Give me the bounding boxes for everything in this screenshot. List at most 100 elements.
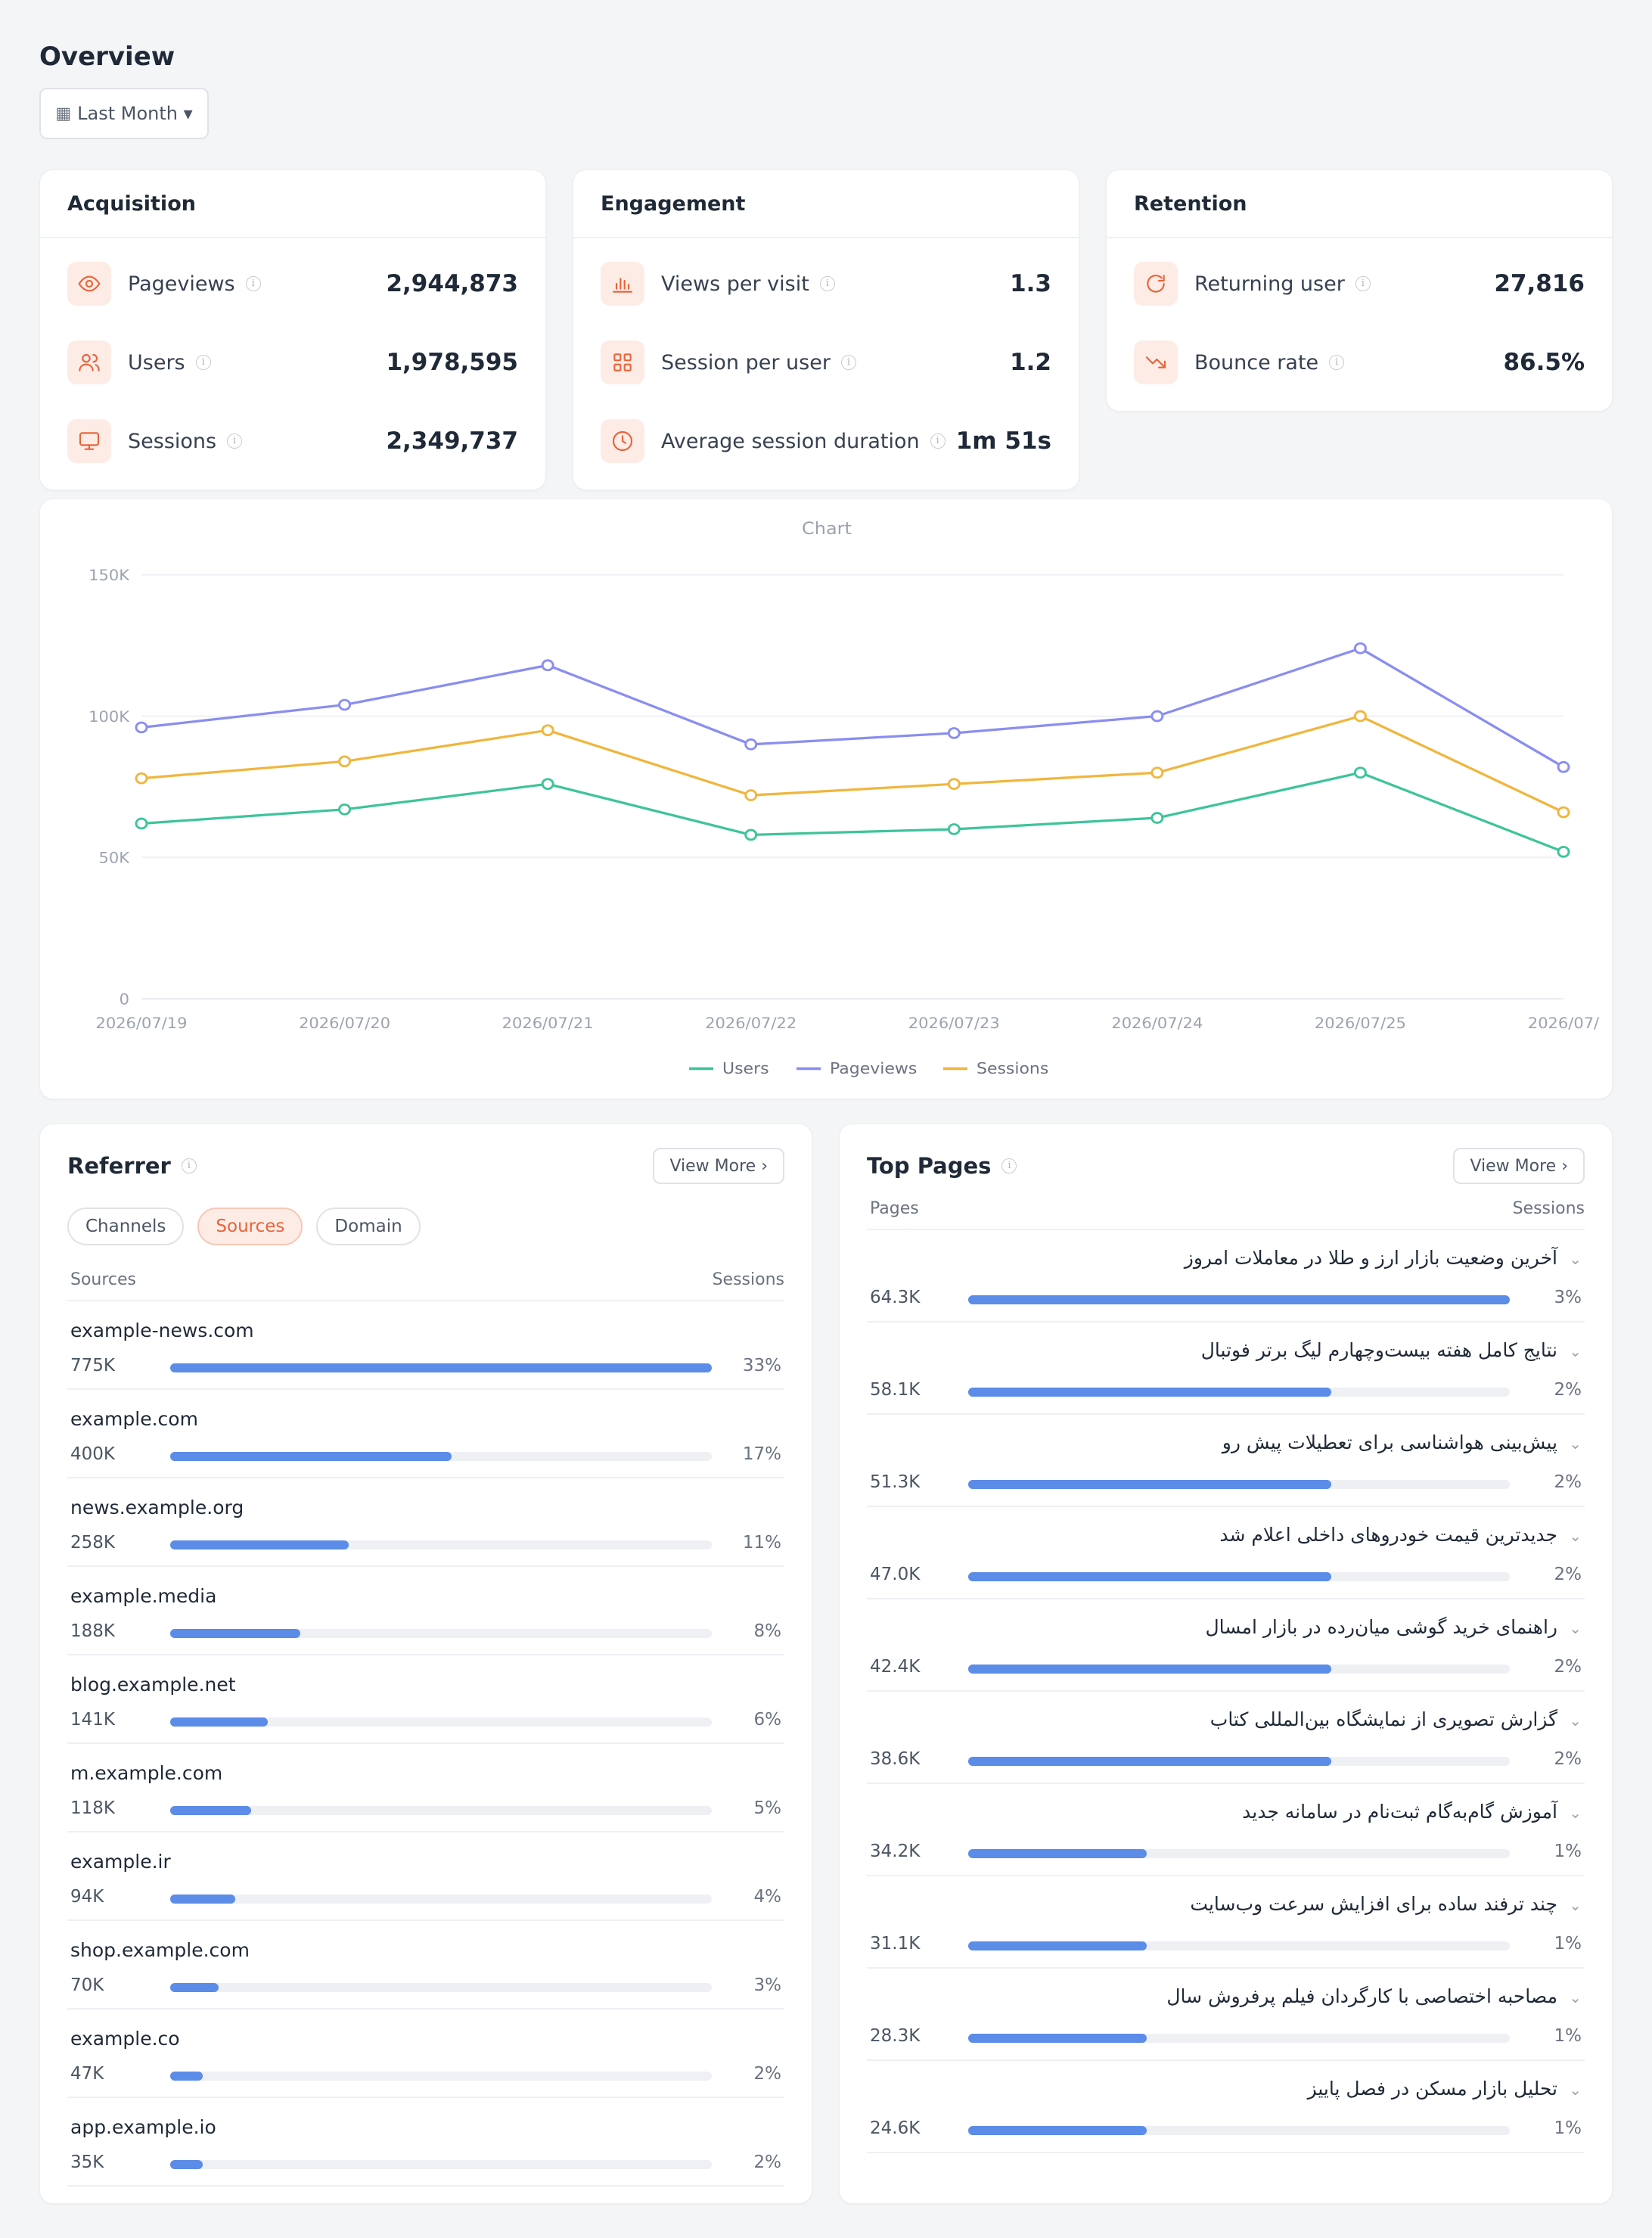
progress-bar-fill — [968, 1757, 1331, 1766]
page-title-link[interactable]: جدیدترین قیمت خودروهای داخلی اعلام شد — [1219, 1524, 1557, 1546]
data-point — [947, 823, 961, 835]
source-name[interactable]: shop.example.com — [70, 1939, 250, 1961]
source-name[interactable]: example.media — [70, 1585, 217, 1607]
page-title-link[interactable]: تحلیل بازار مسکن در فصل پاییز — [1307, 2078, 1557, 2100]
list-item[interactable]: ⌄ چند ترفند ساده برای افزایش سرعت وب‌سایت… — [867, 1876, 1585, 1969]
source-sessions: 47K — [70, 2064, 104, 2084]
chevron-down-icon[interactable]: ⌄ — [1569, 1896, 1582, 1914]
page-percent: 2% — [1554, 1657, 1582, 1677]
chevron-down-icon[interactable]: ⌄ — [1569, 1711, 1582, 1730]
page-percent: 2% — [1554, 1749, 1582, 1769]
info-icon[interactable]: i — [819, 276, 835, 291]
page-title-link[interactable]: مصاحبه اختصاصی با کارگردان فیلم پرفروش س… — [1166, 1985, 1557, 2007]
source-name[interactable]: example.co — [70, 2028, 180, 2050]
list-item[interactable]: example.media 188K 8% — [67, 1567, 784, 1655]
source-percent: 3% — [753, 1975, 782, 1995]
chevron-down-icon[interactable]: ⌄ — [1569, 1434, 1582, 1453]
metric-views-per-visit: Views per visit i 1.3 — [601, 244, 1051, 323]
date-filter-button[interactable]: ▦ Last Month ▾ — [39, 88, 209, 139]
list-item[interactable]: ⌄ راهنمای خرید گوشی میان‌رده در بازار امس… — [867, 1599, 1585, 1692]
tab-channels[interactable]: Channels — [67, 1208, 185, 1245]
list-item[interactable]: example.com 400K 17% — [67, 1390, 784, 1478]
data-point — [1557, 760, 1570, 773]
list-item[interactable]: ⌄ نتایج کامل هفته بیست‌وچهارم لیگ برتر فو… — [867, 1323, 1585, 1415]
page-title-link[interactable]: آخرین وضعیت بازار ارز و طلا در معاملات ا… — [1184, 1247, 1557, 1269]
list-item[interactable]: example.ir 94K 4% — [67, 1832, 784, 1921]
page-title-link[interactable]: چند ترفند ساده برای افزایش سرعت وب‌سایت — [1190, 1893, 1557, 1915]
list-item[interactable]: news.example.org 258K 11% — [67, 1478, 784, 1567]
source-name[interactable]: m.example.com — [70, 1762, 223, 1784]
page-title-link[interactable]: گزارش تصویری از نمایشگاه بین‌المللی کتاب — [1210, 1708, 1557, 1730]
data-point — [1150, 812, 1164, 824]
list-item[interactable]: ⌄ تحلیل بازار مسکن در فصل پاییز 24.6K 1% — [867, 2061, 1585, 2153]
progress-bar — [170, 1363, 712, 1372]
metric-value: 1,978,595 — [386, 349, 518, 376]
page-title-link[interactable]: آموزش گام‌به‌گام ثبت‌نام در سامانه جدید — [1242, 1801, 1557, 1823]
list-item[interactable]: m.example.com 118K 5% — [67, 1744, 784, 1832]
info-icon[interactable]: i — [181, 1158, 197, 1173]
source-sessions: 400K — [70, 1444, 115, 1464]
chevron-down-icon[interactable]: ⌄ — [1569, 1527, 1582, 1545]
source-name[interactable]: example.ir — [70, 1851, 171, 1873]
progress-bar — [968, 2126, 1510, 2135]
source-name[interactable]: news.example.org — [70, 1497, 244, 1518]
info-icon[interactable]: i — [1329, 355, 1345, 370]
page-title-link[interactable]: راهنمای خرید گوشی میان‌رده در بازار امسا… — [1205, 1616, 1557, 1638]
info-icon[interactable]: i — [930, 434, 946, 449]
list-item[interactable]: ⌄ مصاحبه اختصاصی با کارگردان فیلم پرفروش … — [867, 1969, 1585, 2061]
info-icon[interactable]: i — [227, 434, 243, 449]
top-pages-view-more-button[interactable]: View More › — [1453, 1148, 1585, 1184]
data-point — [1557, 806, 1570, 819]
page-title-link[interactable]: پیش‌بینی هواشناسی برای تعطیلات پیش رو — [1222, 1431, 1557, 1453]
source-name[interactable]: app.example.io — [70, 2116, 216, 2138]
info-icon[interactable]: i — [1001, 1158, 1017, 1173]
progress-bar-fill — [968, 2126, 1147, 2135]
chevron-down-icon[interactable]: ⌄ — [1569, 1804, 1582, 1822]
data-point — [541, 724, 554, 737]
tab-sources[interactable]: Sources — [197, 1208, 303, 1245]
x-tick-label: 2026/07/21 — [502, 1015, 594, 1032]
page-percent: 2% — [1554, 1565, 1582, 1584]
info-icon[interactable]: i — [840, 355, 856, 370]
progress-bar — [968, 1480, 1510, 1489]
page-title-link[interactable]: نتایج کامل هفته بیست‌وچهارم لیگ برتر فوت… — [1200, 1339, 1557, 1361]
list-item[interactable]: example.co 47K 2% — [67, 2010, 784, 2098]
list-item[interactable]: example-news.com 775K 33% — [67, 1301, 784, 1390]
info-icon[interactable]: i — [195, 355, 211, 370]
list-item[interactable]: ⌄ پیش‌بینی هواشناسی برای تعطیلات پیش رو 51… — [867, 1415, 1585, 1507]
progress-bar-fill — [968, 2034, 1147, 2043]
progress-bar — [170, 1540, 712, 1550]
progress-bar-fill — [968, 1572, 1331, 1581]
list-item[interactable]: blog.example.net 141K 6% — [67, 1655, 784, 1744]
progress-bar-fill — [170, 1895, 235, 1904]
list-item[interactable]: ⌄ آموزش گام‌به‌گام ثبت‌نام در سامانه جدید… — [867, 1784, 1585, 1876]
list-item[interactable]: app.example.io 35K 2% — [67, 2098, 784, 2187]
source-name[interactable]: example-news.com — [70, 1319, 254, 1341]
chevron-down-icon[interactable]: ⌄ — [1569, 1342, 1582, 1360]
chevron-down-icon[interactable]: ⌄ — [1569, 2081, 1582, 2099]
list-item[interactable]: ⌄ جدیدترین قیمت خودروهای داخلی اعلام شد 47… — [867, 1507, 1585, 1599]
progress-bar — [170, 1717, 712, 1727]
source-sessions: 141K — [70, 1710, 115, 1730]
page-percent: 2% — [1554, 1472, 1582, 1492]
chevron-down-icon[interactable]: ⌄ — [1569, 1619, 1582, 1637]
info-icon[interactable]: i — [245, 276, 261, 291]
list-item[interactable]: ⌄ آخرین وضعیت بازار ارز و طلا در معاملات … — [867, 1230, 1585, 1323]
source-name[interactable]: example.com — [70, 1408, 198, 1430]
refresh-icon — [1134, 262, 1178, 306]
pages-column-header: Pages — [870, 1198, 919, 1218]
list-item[interactable]: ⌄ گزارش تصویری از نمایشگاه بین‌المللی کتا… — [867, 1692, 1585, 1784]
progress-bar — [968, 1295, 1510, 1304]
source-name[interactable]: blog.example.net — [70, 1674, 236, 1696]
metric-pageviews: Pageviews i 2,944,873 — [67, 244, 518, 323]
referrer-view-more-button[interactable]: View More › — [653, 1148, 784, 1184]
chevron-down-icon[interactable]: ⌄ — [1569, 1250, 1582, 1268]
list-item[interactable]: shop.example.com 70K 3% — [67, 1921, 784, 2010]
metric-value: 2,944,873 — [386, 270, 518, 297]
metric-value: 1m 51s — [955, 427, 1051, 455]
tab-domain[interactable]: Domain — [316, 1208, 421, 1245]
progress-bar — [170, 1983, 712, 1992]
chevron-down-icon[interactable]: ⌄ — [1569, 1988, 1582, 2006]
info-icon[interactable]: i — [1355, 276, 1371, 291]
data-point — [135, 817, 148, 830]
